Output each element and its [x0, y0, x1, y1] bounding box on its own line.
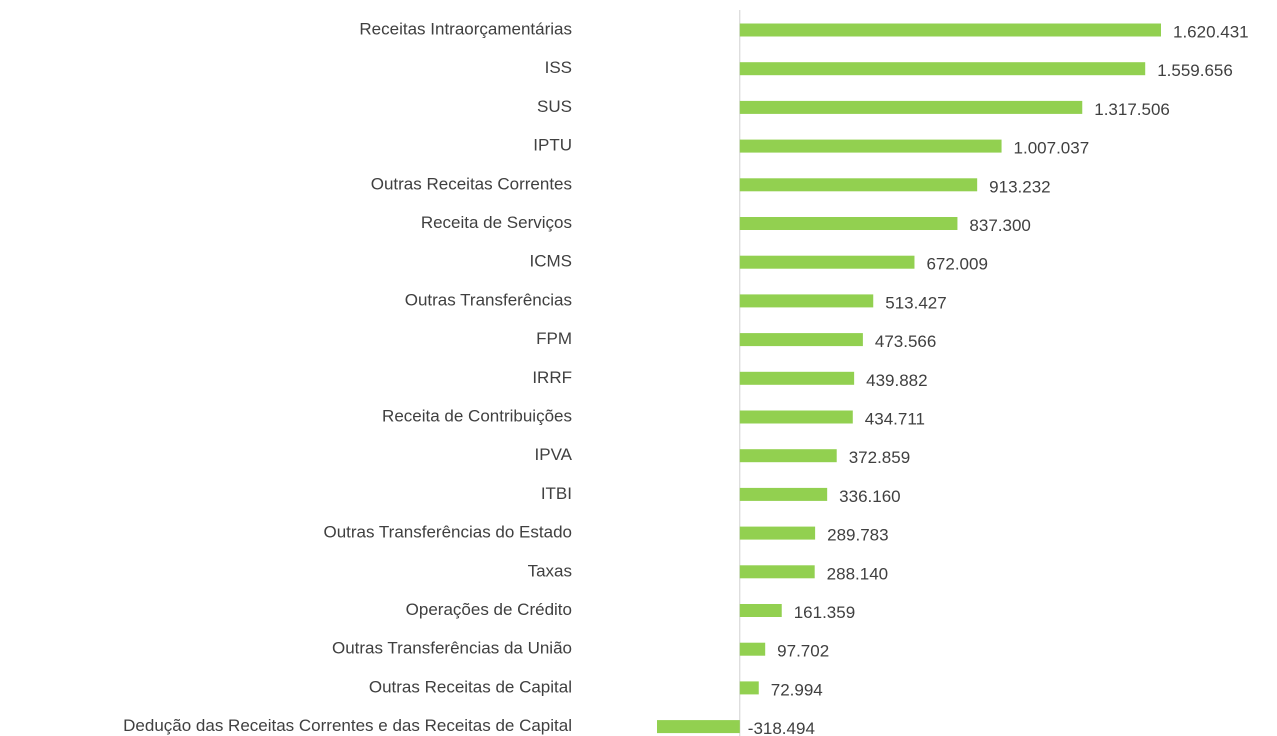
category-label: IPVA	[535, 445, 573, 464]
category-label: Receita de Serviços	[421, 213, 572, 232]
value-label: 513.427	[885, 293, 946, 312]
bar	[739, 217, 958, 230]
category-label: Outras Transferências	[405, 290, 572, 309]
bar	[739, 333, 863, 347]
category-label: SUS	[537, 97, 572, 116]
bar	[739, 139, 1002, 153]
value-label: 913.232	[989, 177, 1050, 196]
value-label: 336.160	[839, 487, 900, 506]
category-label: Outras Receitas Correntes	[371, 174, 572, 193]
value-label: 672.009	[926, 255, 987, 274]
category-label: Dedução das Receitas Correntes e das Rec…	[123, 716, 572, 735]
value-label: 72.994	[771, 680, 823, 699]
bar	[739, 100, 1083, 114]
value-label: 289.783	[827, 526, 888, 545]
category-label: ICMS	[530, 252, 573, 271]
value-label: 288.140	[827, 564, 888, 583]
category-label: Outras Receitas de Capital	[369, 677, 572, 696]
bar	[739, 410, 853, 424]
bar	[739, 178, 978, 192]
value-label: 372.859	[849, 448, 910, 467]
bar	[739, 681, 759, 695]
category-label: ISS	[545, 58, 572, 77]
bar	[657, 720, 740, 734]
value-label: 473.566	[875, 332, 936, 351]
value-label: 1.559.656	[1157, 61, 1233, 80]
value-label: 837.300	[969, 216, 1030, 235]
bar	[739, 487, 828, 501]
category-label: IPTU	[533, 136, 572, 155]
value-label: 1.620.431	[1173, 22, 1249, 41]
bar	[739, 371, 855, 385]
bar	[739, 23, 1161, 37]
bar	[739, 294, 874, 308]
bar	[739, 449, 837, 463]
category-label: Taxas	[528, 561, 572, 580]
category-label: ITBI	[541, 484, 572, 503]
value-label: 434.711	[865, 409, 925, 428]
bar	[739, 526, 816, 540]
value-label: -318.494	[748, 719, 815, 736]
value-label: 1.007.037	[1014, 139, 1090, 158]
bar	[739, 255, 915, 269]
category-label: Receitas Intraorçamentárias	[359, 19, 572, 38]
bar	[739, 62, 1146, 76]
category-label: Operações de Crédito	[406, 600, 572, 619]
value-label: 97.702	[777, 642, 829, 661]
category-label: Outras Transferências do Estado	[323, 523, 572, 542]
category-label: IRRF	[532, 368, 572, 387]
bar	[739, 642, 766, 656]
category-label: Receita de Contribuições	[382, 406, 572, 425]
value-label: 1.317.506	[1094, 100, 1170, 119]
value-label: 439.882	[866, 371, 927, 390]
value-label: 161.359	[794, 603, 855, 622]
category-label: Outras Transferências da União	[332, 639, 572, 658]
bar	[739, 604, 782, 617]
category-label: FPM	[536, 329, 572, 348]
bar	[739, 565, 815, 579]
